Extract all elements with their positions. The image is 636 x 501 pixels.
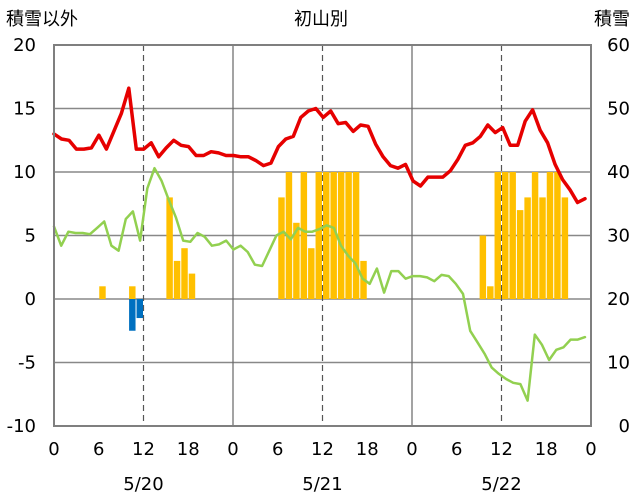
bar-positive	[300, 172, 308, 299]
y-right-tick-label: 50	[607, 99, 630, 120]
bar-positive	[293, 222, 300, 299]
bar-positive	[516, 210, 524, 299]
left-axis-label: 積雪以外	[6, 9, 78, 30]
x-tick-label: 0	[227, 439, 238, 460]
x-tick-label: 18	[356, 439, 379, 460]
x-tick-label: 0	[406, 439, 417, 460]
bar-series	[99, 172, 569, 331]
bar-positive	[509, 172, 516, 299]
bar-positive	[494, 172, 501, 299]
y-left-tick-label: -10	[7, 416, 36, 437]
date-label: 5/20	[123, 474, 163, 495]
bar-positive	[330, 172, 337, 299]
bar-positive	[531, 172, 539, 299]
x-tick-label: 12	[490, 439, 513, 460]
chart-title: 初山別	[294, 9, 348, 30]
right-axis-label: 積雪	[594, 9, 630, 30]
line-series	[52, 86, 587, 402]
y-right-tick-label: 20	[607, 289, 630, 310]
y-right-tick-label: 30	[607, 226, 630, 247]
bar-positive	[99, 286, 106, 299]
bar-positive	[561, 197, 569, 299]
bar-positive	[345, 172, 352, 299]
bar-positive	[546, 172, 554, 299]
x-tick-label: 6	[451, 439, 462, 460]
x-tick-label: 12	[132, 439, 155, 460]
bar-positive	[524, 197, 531, 299]
bar-positive	[502, 172, 509, 299]
y-right-tick-label: 10	[607, 353, 630, 374]
plot-frame	[53, 44, 592, 427]
bar-positive	[129, 286, 136, 299]
y-left-tick-label: -5	[18, 353, 36, 374]
grid	[54, 45, 591, 426]
y-right-tick-label: 40	[607, 162, 630, 183]
bar-positive	[166, 197, 173, 299]
y-right-tick-label: 0	[619, 416, 630, 437]
y-left-tick-label: 15	[13, 99, 36, 120]
bar-positive	[308, 248, 315, 299]
x-tick-label: 6	[272, 439, 283, 460]
bar-positive	[337, 172, 345, 299]
y-left-tick-label: 20	[13, 35, 36, 56]
bar-positive	[285, 172, 293, 299]
green-line	[52, 166, 587, 402]
bar-positive	[352, 172, 360, 299]
bar-positive	[539, 197, 546, 299]
bar-positive	[173, 260, 181, 299]
date-label: 5/21	[302, 474, 342, 495]
y-right-tick-label: 60	[607, 35, 630, 56]
y-left-tick-label: 10	[13, 162, 36, 183]
bar-positive	[487, 286, 494, 299]
bar-positive	[278, 197, 285, 299]
y-left-tick-label: 0	[25, 289, 36, 310]
bar-positive	[188, 273, 196, 299]
bar-negative	[136, 299, 143, 319]
y-left-tick-label: 5	[25, 226, 36, 247]
x-tick-label: 12	[311, 439, 334, 460]
bar-negative	[129, 299, 136, 331]
x-tick-label: 18	[177, 439, 200, 460]
bar-positive	[554, 172, 561, 299]
bar-positive	[315, 172, 322, 299]
bar-positive	[181, 248, 188, 299]
red-line	[52, 86, 587, 205]
x-tick-label: 18	[535, 439, 558, 460]
bar-positive	[323, 172, 330, 299]
x-tick-label: 0	[585, 439, 596, 460]
date-label: 5/22	[481, 474, 521, 495]
bar-positive	[479, 235, 487, 299]
x-tick-label: 0	[48, 439, 59, 460]
x-tick-label: 6	[93, 439, 104, 460]
